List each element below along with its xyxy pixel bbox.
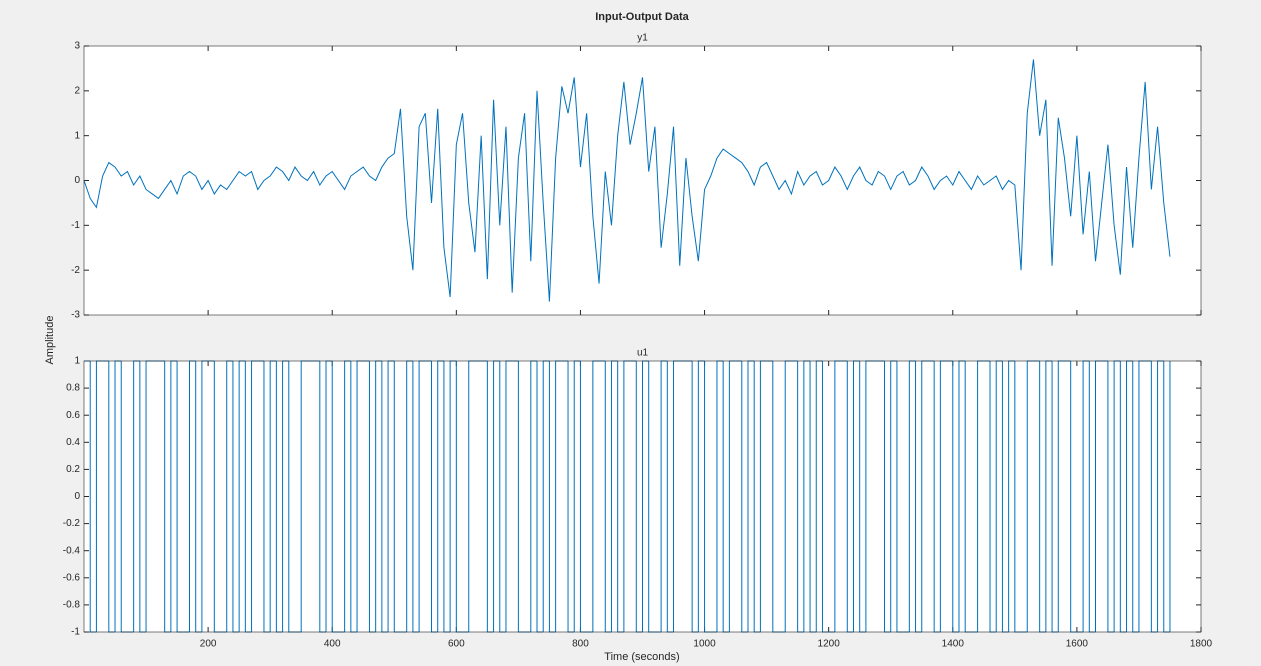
y-tick-label: 1	[74, 130, 80, 141]
x-axis-label: Time (seconds)	[604, 651, 679, 663]
y-tick-label: -2	[71, 265, 80, 276]
y-tick-label: 0.6	[66, 410, 80, 421]
y-tick-label: -0.6	[63, 572, 81, 583]
plot-frame	[83, 360, 1202, 633]
y-tick-label: 0	[74, 491, 80, 502]
subplot-title: u1	[637, 348, 649, 359]
plot-area	[84, 46, 1201, 315]
y-tick-label: -1	[71, 220, 80, 231]
y-tick-label: 1	[74, 356, 80, 367]
y-tick-label: -1	[71, 627, 80, 638]
figure-title: Input-Output Data	[595, 11, 689, 23]
y-tick-label: -0.8	[63, 600, 81, 611]
y-tick-label: 2	[74, 85, 80, 96]
subplot-title: y1	[637, 33, 648, 44]
x-tick-label: 600	[448, 639, 465, 650]
y-tick-label: 0.4	[66, 437, 80, 448]
x-tick-label: 200	[200, 639, 217, 650]
x-tick-label: 1600	[1066, 639, 1089, 650]
y-tick-label: 0	[74, 175, 80, 186]
x-tick-label: 1400	[942, 639, 965, 650]
x-tick-label: 1200	[818, 639, 841, 650]
data-line	[83, 59, 1171, 302]
x-tick-label: 400	[324, 639, 341, 650]
plot-frame	[83, 45, 1202, 316]
y-axis-label: Amplitude	[44, 316, 56, 365]
x-tick-label: 1000	[693, 639, 716, 650]
y-tick-label: -0.2	[63, 518, 81, 529]
y-tick-label: 3	[74, 41, 80, 52]
y-tick-label: -0.4	[63, 545, 81, 556]
y-tick-label: 0.8	[66, 383, 80, 394]
x-tick-label: 800	[572, 639, 589, 650]
y-tick-label: -3	[71, 310, 80, 321]
y-tick-label: 0.2	[66, 464, 80, 475]
x-tick-label: 1800	[1190, 639, 1213, 650]
